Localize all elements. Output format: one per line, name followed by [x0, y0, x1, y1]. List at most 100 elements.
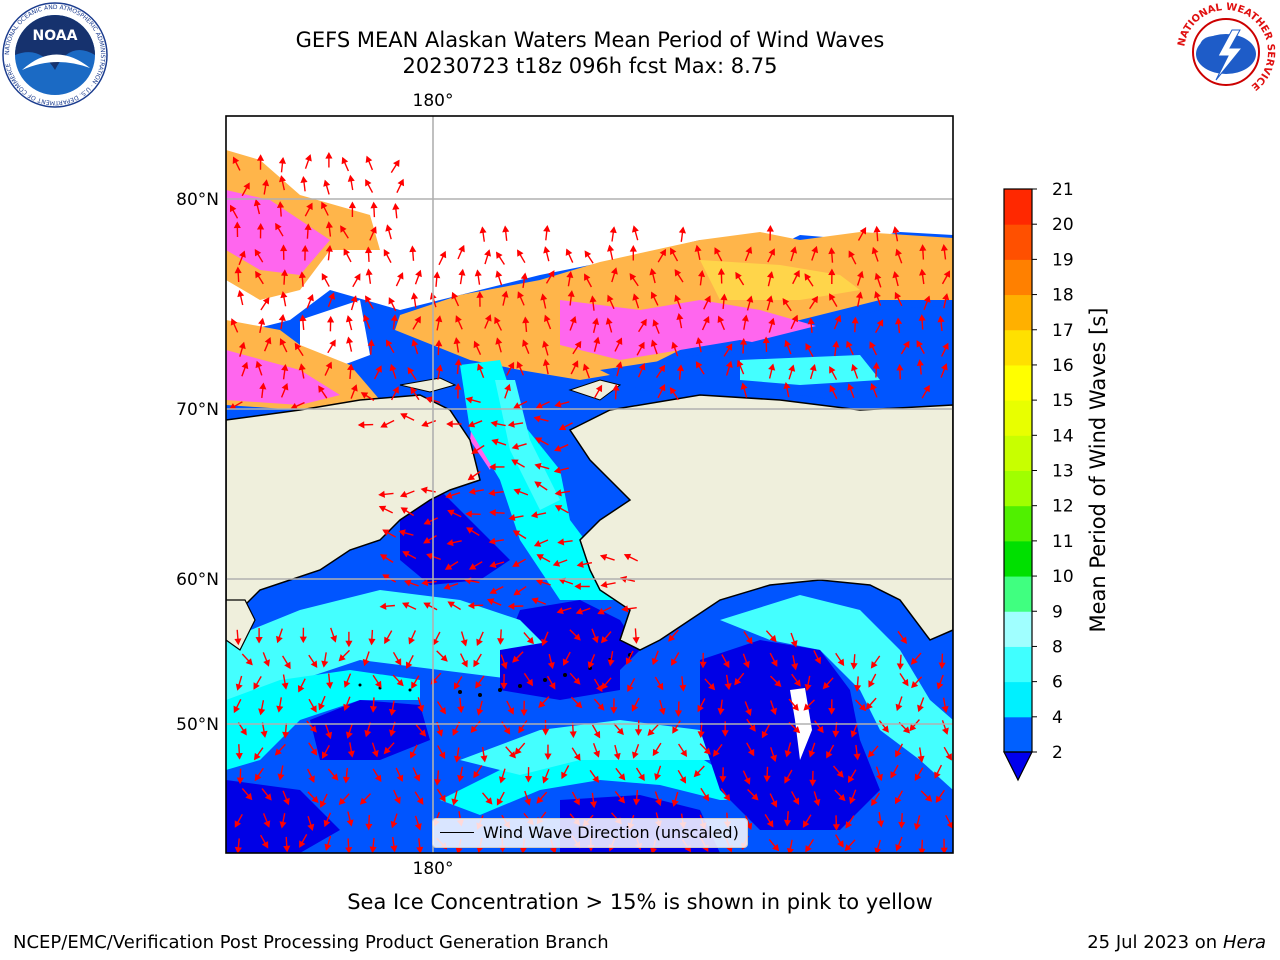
- wind-wave-arrowhead: [621, 605, 629, 613]
- wind-wave-arrowhead: [536, 554, 544, 561]
- wind-wave-arrowhead: [554, 445, 562, 452]
- wind-wave-arrowhead: [378, 505, 387, 513]
- wind-wave-arrowhead: [725, 360, 733, 369]
- wind-wave-arrowhead: [369, 846, 377, 853]
- arctic-open-area: [226, 116, 953, 330]
- lat-label-60: 60°N: [176, 570, 219, 590]
- wind-wave-arrowhead: [310, 705, 317, 713]
- wind-wave-arrowhead: [471, 447, 479, 454]
- wind-wave-arrowhead: [543, 314, 551, 322]
- wind-wave-arrowhead: [454, 358, 462, 366]
- wind-wave-arrowhead: [631, 225, 639, 233]
- wind-wave-arrowhead: [416, 846, 424, 853]
- wind-wave-arrowhead: [589, 801, 597, 809]
- wind-wave-arrowhead: [846, 340, 853, 349]
- wind-wave-arrowhead: [526, 678, 534, 687]
- wind-wave-arrowhead: [910, 657, 918, 665]
- wind-wave-arrowhead: [613, 752, 621, 761]
- wind-wave-arrowhead: [873, 225, 881, 233]
- wind-wave-arrowhead: [855, 291, 863, 299]
- wind-wave-arrowhead: [558, 423, 567, 431]
- wind-wave-arrowhead: [747, 748, 755, 757]
- wind-wave-arrowhead: [623, 553, 632, 561]
- wind-wave-arrowhead: [243, 182, 250, 190]
- wind-wave-arrowhead: [421, 579, 429, 587]
- wind-wave-arrowhead: [828, 247, 836, 255]
- wind-wave-arrowhead: [368, 638, 376, 646]
- wind-wave-arrowhead: [591, 635, 599, 644]
- wind-wave-arrowhead: [511, 442, 519, 450]
- wind-wave-arrowhead: [466, 527, 474, 534]
- wind-wave-arrowhead: [274, 748, 282, 756]
- wind-wave-arrowhead: [803, 703, 811, 711]
- wind-wave-arrowhead: [901, 678, 909, 687]
- wind-wave-arrowhead: [486, 598, 495, 606]
- wind-wave-arrowhead: [468, 563, 477, 570]
- chart-title: GEFS MEAN Alaskan Waters Mean Period of …: [295, 28, 885, 52]
- wind-wave-arrowhead: [234, 638, 242, 646]
- wind-wave-arrowhead: [345, 640, 353, 648]
- wind-wave-arrowhead: [772, 844, 780, 852]
- wind-wave-arrowhead: [736, 359, 744, 368]
- wind-wave-arrowhead: [490, 420, 498, 428]
- wind-wave-arrowhead: [438, 751, 446, 760]
- wind-wave-arrowhead: [489, 509, 496, 517]
- wind-wave-arrowhead: [498, 776, 506, 784]
- wind-wave-arrowhead: [708, 682, 716, 691]
- wind-wave-arrowhead: [814, 656, 821, 665]
- wind-wave-arrowhead: [697, 731, 705, 739]
- wind-wave-arrowhead: [350, 384, 358, 392]
- pacific-cyan-band-north: [226, 590, 560, 720]
- wind-wave-arrowhead: [443, 583, 451, 590]
- wind-wave-arrowhead: [923, 384, 930, 393]
- wind-wave-arrowhead: [811, 245, 819, 254]
- wind-wave-arrowhead: [616, 727, 624, 736]
- wind-wave-arrowhead: [323, 819, 331, 828]
- wind-wave-arrowhead: [874, 847, 882, 853]
- wind-wave-arrowhead: [329, 339, 336, 347]
- map-plot-area: [226, 116, 953, 853]
- wind-wave-arrowhead: [640, 318, 647, 327]
- wind-wave-arrowhead: [678, 226, 686, 234]
- wind-wave-arrowhead: [894, 317, 903, 325]
- wind-wave-arrowhead: [869, 341, 876, 349]
- wind-wave-arrowhead: [615, 361, 623, 369]
- wind-wave-arrowhead: [809, 363, 817, 372]
- wind-wave-arrowhead: [365, 268, 373, 276]
- wind-wave-arrowhead: [867, 750, 875, 758]
- wind-wave-arrowhead: [625, 657, 633, 665]
- wind-wave-arrowhead: [768, 363, 776, 371]
- wind-wave-arrowhead: [365, 155, 373, 163]
- wind-wave-arrowhead: [913, 823, 921, 831]
- wind-wave-arrowhead: [460, 639, 468, 647]
- wind-wave-arrowhead: [365, 823, 373, 831]
- wind-wave-arrowhead: [467, 420, 476, 428]
- wind-wave-arrowhead: [304, 223, 312, 231]
- wind-wave-arrowhead: [347, 363, 355, 371]
- wind-wave-arrowhead: [941, 705, 949, 713]
- wind-wave-arrowhead: [421, 420, 429, 428]
- wind-wave-arrowhead: [400, 507, 409, 514]
- wind-wave-arrowhead: [871, 246, 879, 255]
- wind-wave-arrowhead: [502, 225, 510, 233]
- wind-wave-arrowhead: [420, 486, 428, 494]
- wind-wave-arrowhead: [802, 820, 810, 828]
- wind-wave-arrowhead: [573, 798, 580, 806]
- wind-wave-arrowhead: [439, 706, 446, 715]
- wind-wave-arrowhead: [514, 747, 522, 755]
- wind-wave-arrowhead: [788, 364, 796, 372]
- wind-wave-arrowhead: [484, 314, 492, 322]
- wind-wave-arrowhead: [632, 751, 639, 759]
- wind-wave-arrowhead: [826, 751, 833, 759]
- wind-wave-arrowhead: [407, 366, 415, 375]
- wind-wave-arrowhead: [360, 392, 369, 399]
- wind-wave-arrowhead: [743, 777, 751, 785]
- wind-wave-arrowhead: [694, 244, 702, 252]
- wind-wave-arrowhead: [714, 247, 721, 255]
- wind-wave-arrowhead: [383, 248, 391, 257]
- wind-wave-arrowhead: [435, 339, 443, 347]
- legend-label: Wind Wave Direction (unscaled): [483, 823, 739, 842]
- wind-wave-arrowhead: [495, 251, 503, 259]
- wind-wave-arrowhead: [308, 775, 315, 783]
- wind-wave-arrowhead: [491, 438, 499, 446]
